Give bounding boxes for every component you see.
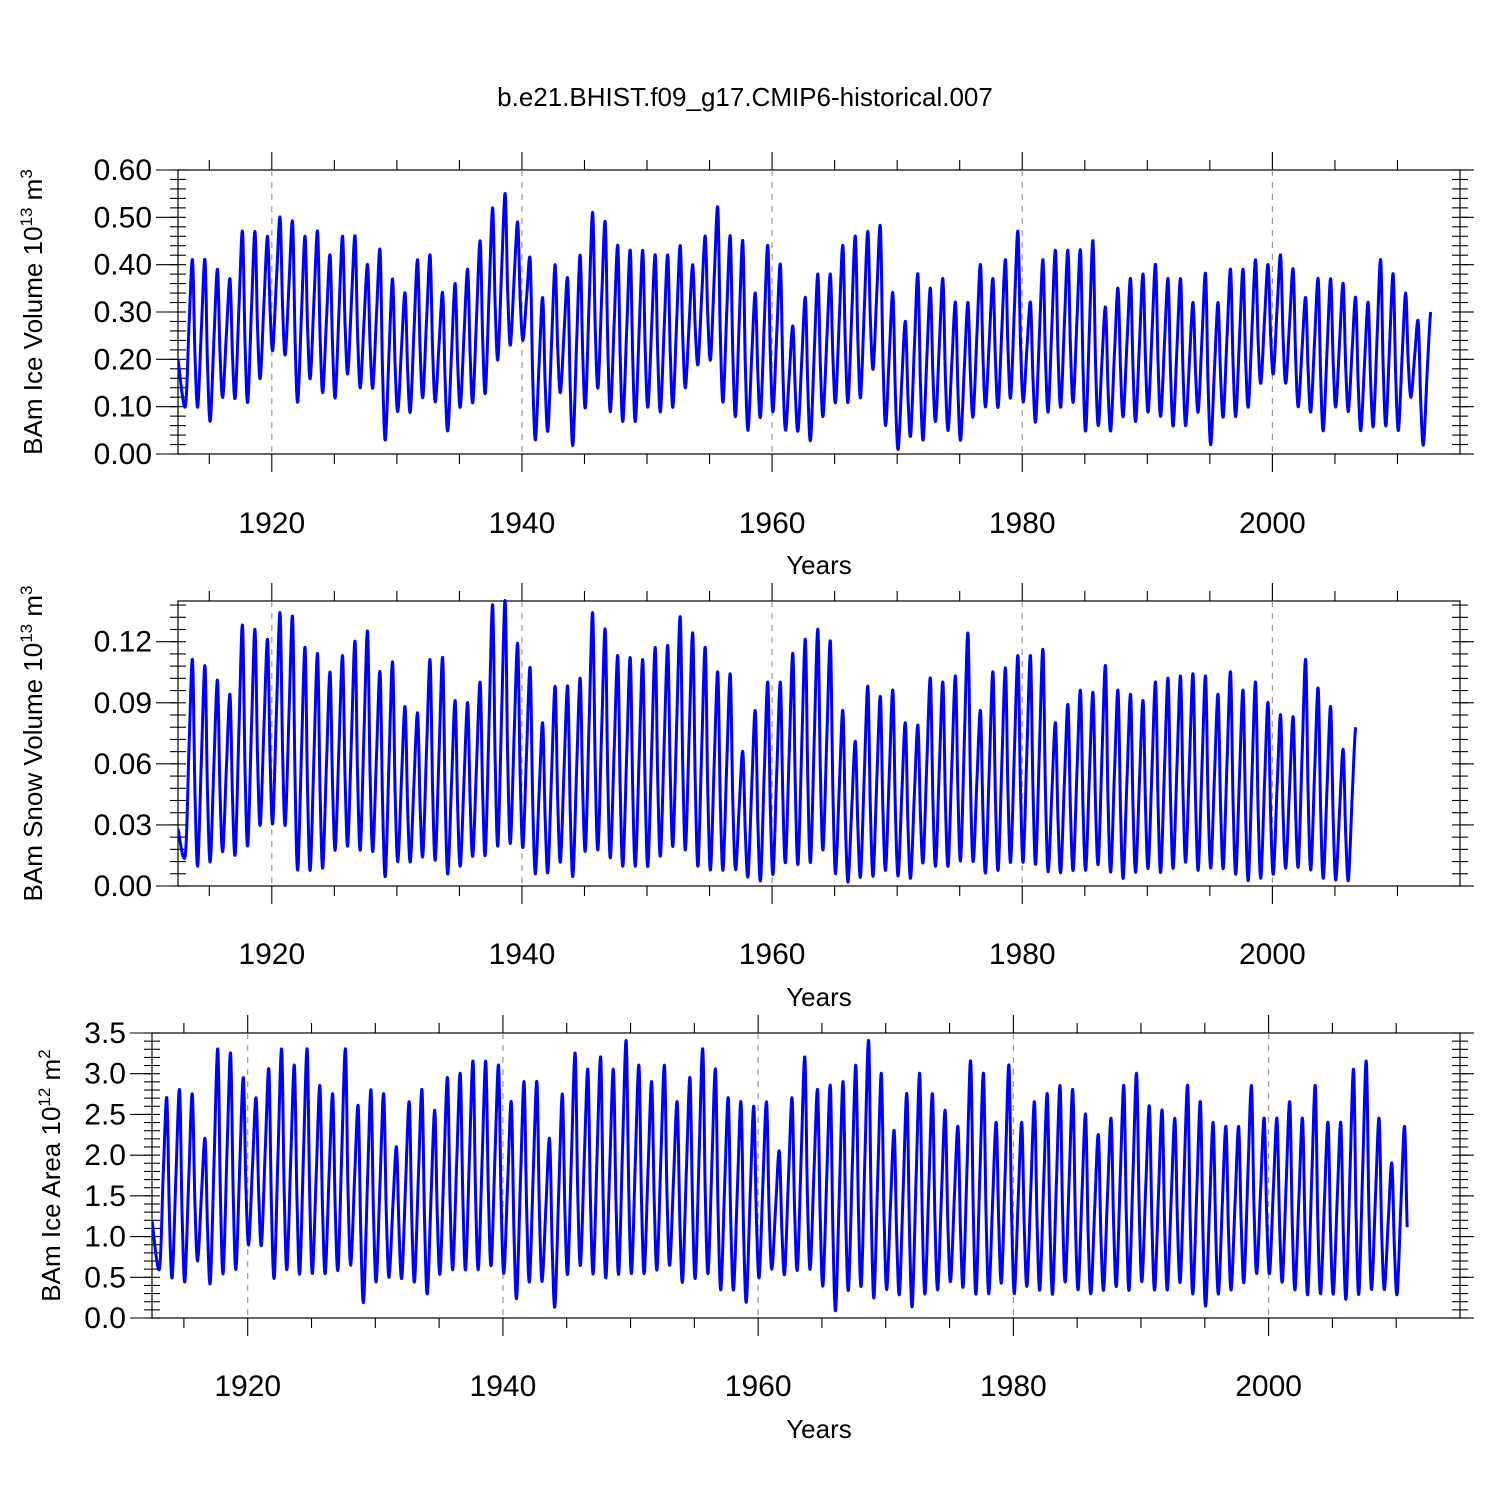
y-tick-label: 0.03: [94, 809, 152, 842]
x-tick-label: 1960: [739, 938, 806, 971]
plot-frame: [177, 600, 1461, 887]
y-tick-label: 1.0: [84, 1221, 126, 1254]
y-tick-label: 1.5: [84, 1180, 126, 1213]
panels: 1920 1940 1960 1980 2000 0.00 0.10 0.20 0.30 0.40…: [17, 152, 1474, 1444]
x-axis-title: Years: [786, 1414, 852, 1444]
x-tick-label: 2000: [1239, 938, 1306, 971]
x-tick-label: 1980: [989, 938, 1056, 971]
y-tick-label: 0.40: [94, 249, 152, 282]
series-line-snow-volume: [178, 599, 1358, 884]
y-axis-title: BAm Ice Area 1012 m2: [35, 1049, 66, 1301]
y-axis-title: BAm Ice Volume 1013 m3: [17, 169, 48, 455]
x-tick-label: 1920: [238, 507, 305, 540]
x-tick-label: 2000: [1239, 507, 1306, 540]
y-tick-label: 0.5: [84, 1261, 126, 1294]
y-tick-label: 0.30: [94, 296, 152, 329]
y-tick-label: 0.0: [84, 1302, 126, 1335]
y-tick-label: 3.0: [84, 1058, 126, 1091]
y-tick-label: 0.00: [94, 438, 152, 471]
y-tick-label: 0.60: [94, 154, 152, 187]
chart-panel-snow-volume: 1920 1940 1960 1980 2000 0.00 0.03 0.06 0.09 0.12…: [17, 583, 1474, 1012]
y-tick-label: 0.20: [94, 343, 152, 376]
x-tick-label: 1920: [238, 938, 305, 971]
x-tick-label: 1960: [739, 507, 806, 540]
plot-frame: [151, 1032, 1461, 1319]
y-tick-label: 0.12: [94, 626, 152, 659]
x-tick-label: 1960: [725, 1370, 792, 1403]
x-tick-label: 1920: [214, 1370, 281, 1403]
y-tick-label: 0.06: [94, 748, 152, 781]
y-tick-label: 2.0: [84, 1139, 126, 1172]
y-tick-label: 0.00: [94, 870, 152, 903]
y-tick-label: 0.09: [94, 687, 152, 720]
x-axis-title: Years: [786, 982, 852, 1012]
series-line-ice-volume: [178, 192, 1433, 451]
y-tick-label: 2.5: [84, 1098, 126, 1131]
chart-panel-ice-volume: 1920 1940 1960 1980 2000 0.00 0.10 0.20 0.30 0.40…: [17, 152, 1474, 580]
x-tick-label: 1940: [489, 938, 556, 971]
x-tick-label: 1980: [980, 1370, 1047, 1403]
x-tick-label: 1940: [470, 1370, 537, 1403]
y-tick-label: 0.50: [94, 201, 152, 234]
figure-title: b.e21.BHIST.f09_g17.CMIP6-historical.007: [497, 82, 993, 112]
x-tick-label: 2000: [1235, 1370, 1302, 1403]
chart-panel-ice-area: 1920 1940 1960 1980 2000 0.0 0.5 1.0 1.5 2.0 2.5 3.…: [35, 1015, 1474, 1444]
y-tick-label: 3.5: [84, 1017, 126, 1050]
series-line-ice-area: [152, 1039, 1409, 1313]
y-tick-label: 0.10: [94, 391, 152, 424]
x-tick-label: 1940: [489, 507, 556, 540]
x-axis-title: Years: [786, 550, 852, 580]
x-tick-label: 1980: [989, 507, 1056, 540]
y-axis-title: BAm Snow Volume 1013 m3: [17, 586, 48, 902]
